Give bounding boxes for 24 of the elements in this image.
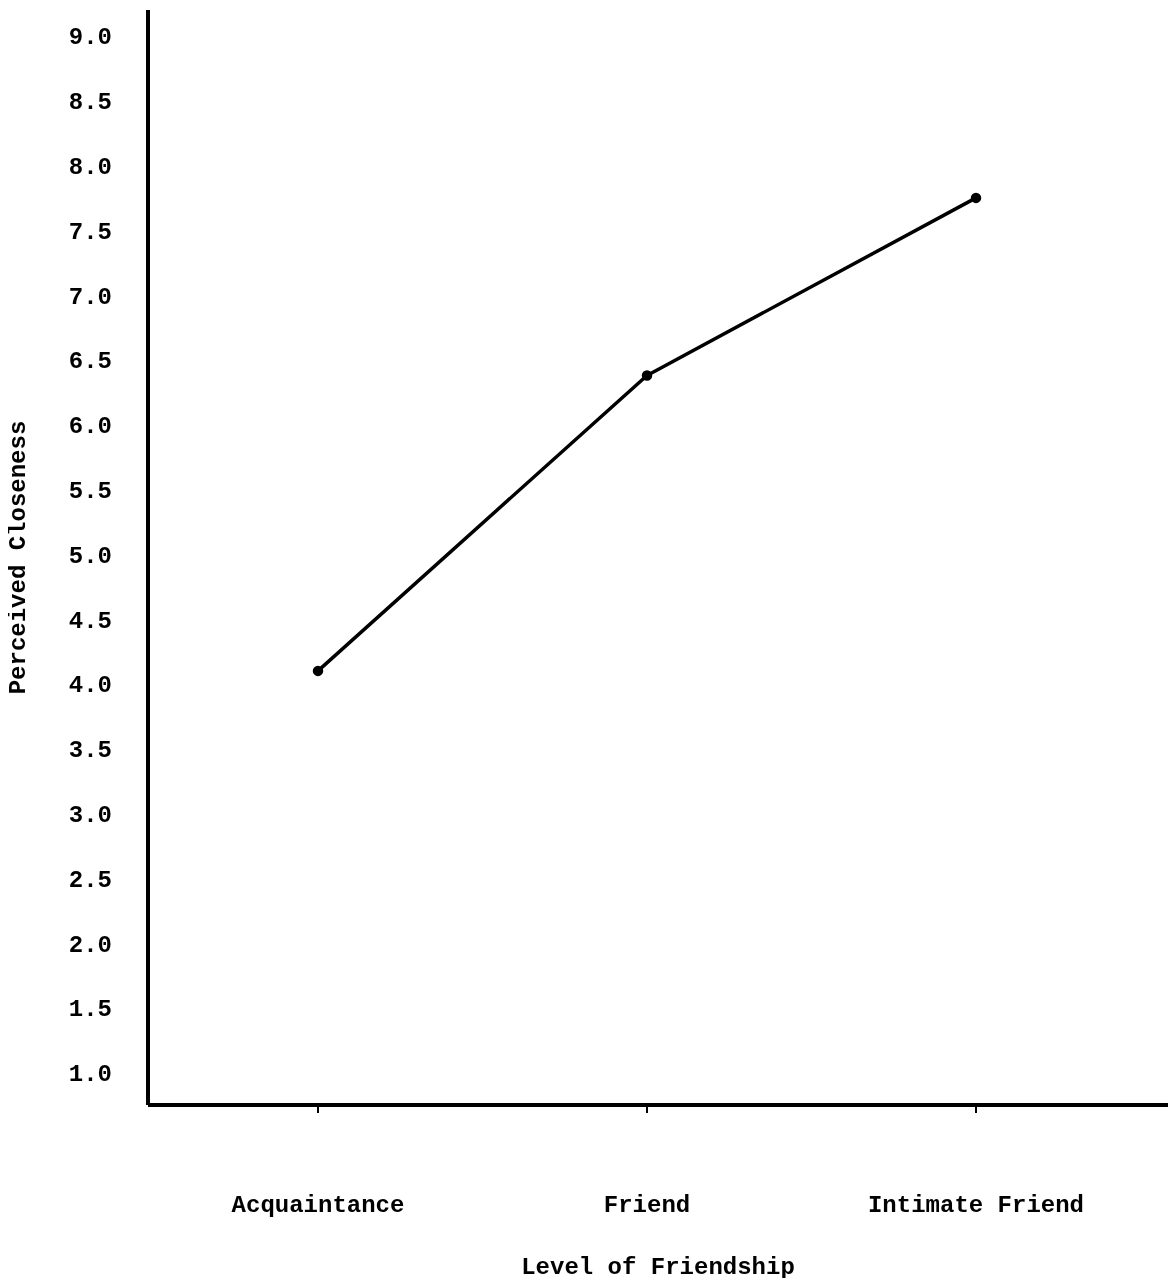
y-tick-label: 7.5 [68, 218, 112, 246]
y-tick-label: 7.0 [68, 283, 112, 311]
x-tick-label: Intimate Friend [867, 1192, 1085, 1220]
y-axis-title: Perceived Closeness [4, 420, 32, 695]
y-tick-label: 5.0 [68, 542, 112, 570]
point [312, 665, 324, 677]
y-tick-label: 5.5 [68, 477, 112, 505]
y-tick-label: 8.5 [68, 89, 112, 117]
y-tick-label: 3.0 [68, 801, 112, 829]
y-tick-label: 1.0 [68, 1061, 112, 1089]
x-tick-label: Friend [603, 1192, 691, 1220]
y-tick-label: 2.5 [68, 866, 112, 894]
y-tick-label: 4.0 [68, 672, 112, 700]
y-tick-label: 3.5 [68, 737, 112, 765]
y-tick-label: 9.0 [68, 24, 112, 52]
point [641, 370, 653, 381]
y-tick-label: 4.5 [68, 607, 112, 635]
point [970, 192, 982, 204]
y-tick-label: 6.0 [68, 413, 112, 441]
x-tick-label: Acquaintance [231, 1192, 405, 1220]
y-tick-label: 1.5 [68, 996, 112, 1024]
y-tick-label: 6.5 [68, 348, 112, 376]
y-tick-label: 8.0 [68, 154, 112, 182]
y-tick-label: 2.0 [68, 931, 112, 959]
